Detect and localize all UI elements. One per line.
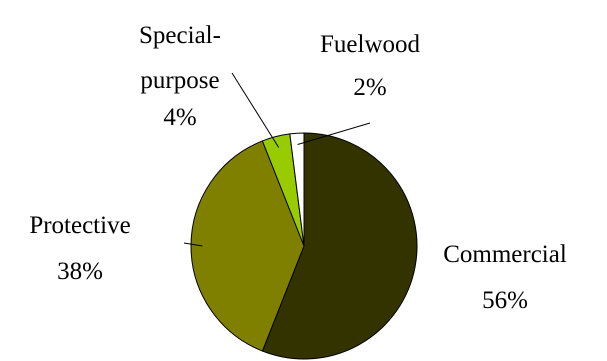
- slice-commercial: [261, 132, 418, 360]
- name-label-special-purpose-0: Special-: [139, 22, 221, 49]
- slice-protective: [190, 140, 305, 352]
- leader-lines: [183, 72, 371, 247]
- slice-labels: Commercial 56% Protective 38% Special-purpos…: [29, 22, 567, 314]
- pie-slices: [190, 132, 418, 360]
- slice-fuelwood: [289, 132, 305, 247]
- name-label-fuelwood-0: Fuelwood: [320, 31, 421, 58]
- name-label-protective-0: Protective: [29, 212, 130, 239]
- pct-label-commercial: 56%: [482, 287, 528, 314]
- name-label-commercial-0: Commercial: [443, 241, 567, 268]
- pct-label-special-purpose: 4%: [163, 104, 196, 131]
- pct-label-protective: 38%: [57, 258, 103, 285]
- leader-line-fuelwood: [297, 122, 371, 145]
- leader-line-protective: [183, 242, 203, 247]
- pct-label-fuelwood: 2%: [353, 74, 386, 101]
- leader-line-special-purpose: [231, 72, 280, 148]
- name-label-special-purpose-1: purpose: [140, 67, 219, 94]
